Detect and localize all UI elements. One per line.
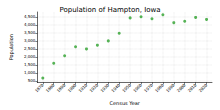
svg-text:1930: 1930 xyxy=(99,82,110,93)
svg-text:1950: 1950 xyxy=(121,82,132,93)
svg-text:2,000: 2,000 xyxy=(24,54,36,59)
svg-text:4,500: 4,500 xyxy=(24,14,36,19)
svg-text:500: 500 xyxy=(28,78,36,83)
svg-text:1900: 1900 xyxy=(67,82,78,93)
svg-text:1920: 1920 xyxy=(88,82,99,93)
svg-text:4,000: 4,000 xyxy=(24,22,36,27)
svg-text:1940: 1940 xyxy=(110,82,121,93)
svg-text:Census Year: Census Year xyxy=(110,100,141,106)
svg-text:3,000: 3,000 xyxy=(24,38,36,43)
svg-text:1980: 1980 xyxy=(154,82,165,93)
svg-text:1870: 1870 xyxy=(34,82,45,93)
svg-text:1970: 1970 xyxy=(143,82,154,93)
svg-text:Population: Population xyxy=(8,34,15,60)
svg-text:2,500: 2,500 xyxy=(24,46,36,51)
svg-text:1960: 1960 xyxy=(132,82,143,93)
svg-text:2010: 2010 xyxy=(187,82,198,93)
svg-text:1890: 1890 xyxy=(56,82,67,93)
svg-text:1910: 1910 xyxy=(78,82,89,93)
svg-text:1,500: 1,500 xyxy=(24,62,36,67)
svg-text:2020: 2020 xyxy=(198,82,209,93)
svg-text:1990: 1990 xyxy=(165,82,176,93)
svg-text:3,500: 3,500 xyxy=(24,30,36,35)
svg-text:1,000: 1,000 xyxy=(24,70,36,75)
svg-text:Population of Hampton, Iowa: Population of Hampton, Iowa xyxy=(59,6,160,14)
svg-text:2000: 2000 xyxy=(176,82,187,93)
svg-text:1880: 1880 xyxy=(45,82,56,93)
